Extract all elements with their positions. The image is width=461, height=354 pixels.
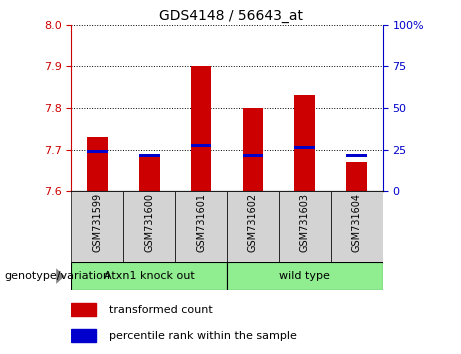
Bar bbox=[87, 150, 108, 153]
Bar bbox=[242, 108, 263, 191]
Bar bbox=[191, 144, 212, 147]
Text: percentile rank within the sample: percentile rank within the sample bbox=[109, 331, 297, 341]
Text: GDS4148 / 56643_at: GDS4148 / 56643_at bbox=[159, 9, 302, 23]
Text: GSM731603: GSM731603 bbox=[300, 193, 310, 252]
Bar bbox=[346, 162, 367, 191]
Bar bbox=[242, 154, 263, 157]
Text: genotype/variation: genotype/variation bbox=[5, 271, 111, 281]
Bar bbox=[71, 303, 96, 316]
Bar bbox=[139, 154, 160, 191]
Bar bbox=[124, 191, 175, 262]
Bar bbox=[346, 154, 367, 157]
Text: wild type: wild type bbox=[279, 271, 330, 281]
Bar bbox=[71, 329, 96, 343]
Text: GSM731602: GSM731602 bbox=[248, 193, 258, 252]
Bar bbox=[279, 191, 331, 262]
Bar bbox=[227, 191, 279, 262]
Bar bbox=[71, 262, 227, 290]
Text: GSM731599: GSM731599 bbox=[92, 193, 102, 252]
Polygon shape bbox=[56, 268, 65, 284]
Bar bbox=[331, 191, 383, 262]
Text: GSM731601: GSM731601 bbox=[196, 193, 206, 252]
Bar bbox=[139, 154, 160, 157]
Bar bbox=[71, 191, 124, 262]
Bar bbox=[295, 96, 315, 191]
Text: GSM731604: GSM731604 bbox=[352, 193, 362, 252]
Bar bbox=[191, 66, 212, 191]
Text: transformed count: transformed count bbox=[109, 304, 213, 315]
Text: GSM731600: GSM731600 bbox=[144, 193, 154, 252]
Bar bbox=[175, 191, 227, 262]
Bar bbox=[227, 262, 383, 290]
Bar bbox=[87, 137, 108, 191]
Bar bbox=[295, 146, 315, 149]
Text: Atxn1 knock out: Atxn1 knock out bbox=[104, 271, 195, 281]
